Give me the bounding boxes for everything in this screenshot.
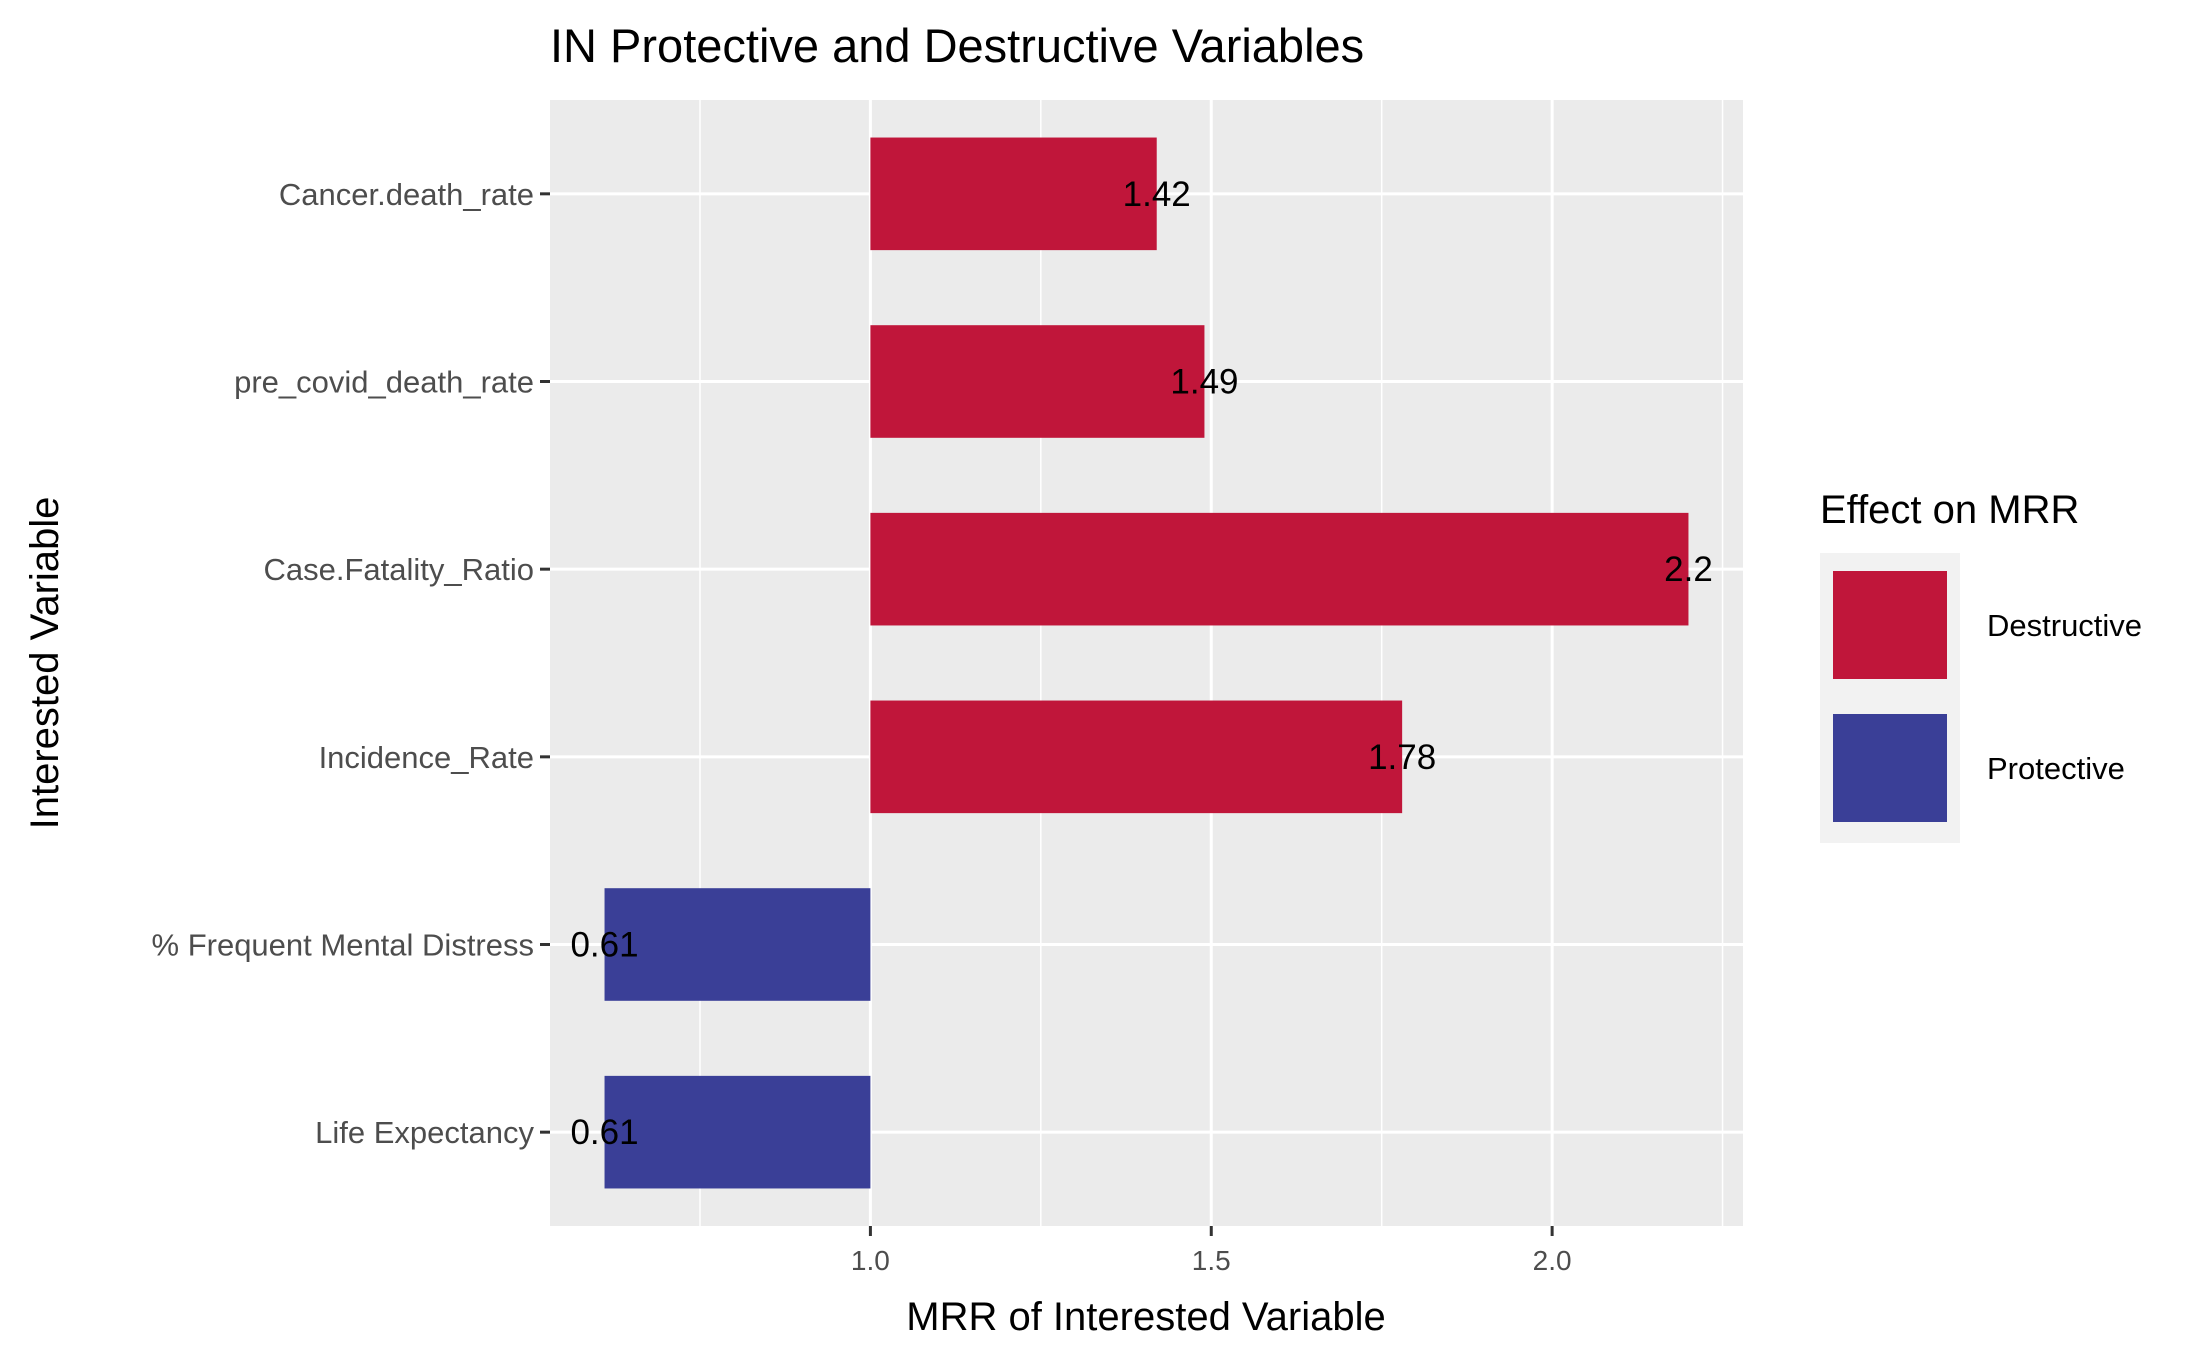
y-tick-label: Life Expectancy: [315, 1115, 534, 1150]
data-label: 0.61: [570, 1113, 638, 1152]
legend: Effect on MRR Destructive Protective: [1820, 488, 2142, 843]
bar: [604, 888, 871, 1001]
legend-label: Destructive: [1987, 608, 2142, 643]
plot-panel: [550, 100, 1743, 1226]
legend-key: [1833, 571, 1947, 679]
x-tick-label: 1.5: [1192, 1245, 1231, 1276]
minor-gridlines: [699, 100, 1724, 1226]
y-tick-label: Cancer.death_rate: [279, 177, 534, 212]
y-tick-label: Case.Fatality_Ratio: [263, 552, 534, 587]
legend-key: [1833, 714, 1947, 822]
data-label: 1.78: [1368, 738, 1436, 777]
data-label: 2.2: [1664, 550, 1713, 589]
data-label: 1.42: [1123, 175, 1191, 214]
bar: [604, 1075, 871, 1189]
y-axis: Cancer.death_rate pre_covid_death_rate Cas…: [152, 177, 550, 1150]
chart-title: IN Protective and Destructive Variables: [550, 19, 1364, 72]
legend-label: Protective: [1987, 751, 2125, 786]
bar: [870, 512, 1689, 626]
legend-title: Effect on MRR: [1820, 488, 2079, 532]
y-tick-label: Incidence_Rate: [319, 740, 534, 775]
data-labels: 1.42 1.49 2.2 1.78 0.61 0.61: [570, 175, 1712, 1152]
bar: [870, 137, 1157, 251]
x-axis-title: MRR of Interested Variable: [906, 1295, 1385, 1339]
x-tick-label: 2.0: [1533, 1245, 1572, 1276]
x-axis: 1.0 1.5 2.0: [851, 1226, 1572, 1276]
bar: [870, 700, 1403, 814]
y-tick-label: pre_covid_death_rate: [234, 365, 534, 400]
y-axis-title: Interested Variable: [23, 497, 67, 830]
bars: [604, 137, 1689, 1189]
y-tick-label: % Frequent Mental Distress: [152, 928, 534, 963]
bar: [870, 325, 1205, 438]
data-label: 1.49: [1170, 363, 1238, 402]
x-tick-label: 1.0: [851, 1245, 890, 1276]
data-label: 0.61: [570, 926, 638, 965]
